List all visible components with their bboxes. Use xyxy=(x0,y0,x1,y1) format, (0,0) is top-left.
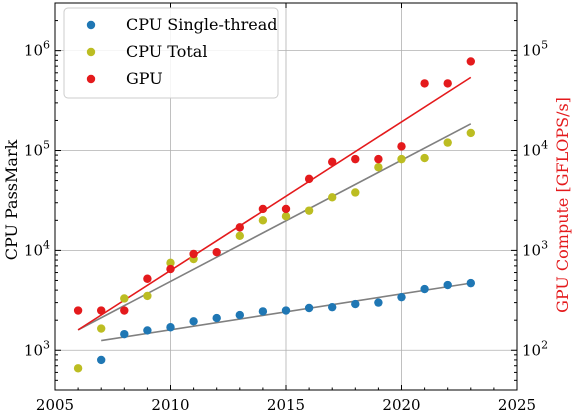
cpu-single-thread-point xyxy=(281,306,291,315)
legend-label-gpu: GPU xyxy=(126,69,163,88)
gpu-point xyxy=(351,154,360,164)
cpu-single-thread-point xyxy=(397,292,406,302)
legend-marker-cpu-single-thread xyxy=(86,20,96,30)
legend-box xyxy=(63,7,279,99)
y2-tick-label: 104 xyxy=(522,139,548,160)
cpu-total-point xyxy=(351,188,360,197)
cpu-single-thread-point xyxy=(120,329,129,339)
cpu-total-point xyxy=(328,193,337,202)
gpu-point xyxy=(235,223,244,232)
gpu-point xyxy=(212,247,221,257)
y-tick-label: 103 xyxy=(24,338,50,359)
cpu-single-thread-point xyxy=(443,280,452,290)
x-tick-label: 2020 xyxy=(382,396,420,414)
cpu-single-thread-point xyxy=(328,302,337,312)
y2-tick-label: 103 xyxy=(522,238,548,259)
y-axis-label: CPU PassMark xyxy=(2,139,21,260)
legend-label-cpu-total: CPU Total xyxy=(126,42,207,61)
gpu-point xyxy=(97,306,106,315)
y2-tick-label: 105 xyxy=(522,39,548,60)
gpu-point xyxy=(374,154,383,164)
gpu-point xyxy=(189,249,198,259)
x-tick-label: 2025 xyxy=(498,396,536,414)
cpu-total-point xyxy=(374,163,383,172)
gpu-point xyxy=(443,79,452,88)
cpu-total-point xyxy=(235,231,244,240)
y2-tick-label: 102 xyxy=(522,338,548,359)
cpu-total-point xyxy=(120,294,129,303)
cpu-total-point xyxy=(143,291,152,301)
cpu-single-thread-point xyxy=(420,284,429,294)
ticks: 2005 2010 2015 2020 2025 103 104 105 106 102 103 10… xyxy=(24,3,548,414)
cpu-total-point xyxy=(258,216,268,225)
cpu-total-point xyxy=(304,206,314,215)
gpu-point xyxy=(420,79,429,88)
cpu-single-thread-point xyxy=(258,307,268,316)
cpu-total-trend-line xyxy=(77,123,472,331)
y-tick-label: 105 xyxy=(24,139,50,160)
cpu-single-thread-point xyxy=(466,278,475,288)
y-tick-label: 104 xyxy=(24,238,50,259)
legend-marker-gpu xyxy=(86,74,96,84)
gpu-point xyxy=(143,274,152,283)
gpu-point xyxy=(328,157,337,167)
cpu-single-thread-point xyxy=(212,313,221,323)
cpu-total-point xyxy=(281,211,291,221)
cpu-single-thread-point xyxy=(143,326,152,335)
cpu-total-point xyxy=(443,138,452,147)
y2-axis-label: GPU Compute [GFLOPS/s] xyxy=(553,97,572,313)
gpu-point xyxy=(281,204,291,214)
cpu-single-thread-point xyxy=(351,299,360,309)
gpu-point xyxy=(166,264,175,274)
x-tick-label: 2015 xyxy=(267,396,305,414)
x-tick-label: 2010 xyxy=(151,396,189,414)
cpu-total-point xyxy=(166,258,175,268)
gpu-trend-line xyxy=(77,76,472,331)
y-tick-label: 106 xyxy=(24,39,50,60)
cpu-total-point xyxy=(73,364,83,373)
cpu-total-point xyxy=(420,153,429,163)
cpu-single-thread-point xyxy=(189,317,198,326)
cpu-single-thread-point xyxy=(235,310,244,320)
gpu-point xyxy=(73,306,83,315)
gpu-point xyxy=(304,174,314,184)
gpu-point xyxy=(466,57,475,66)
legend: CPU Single-thread CPU Total GPU xyxy=(63,7,279,99)
cpu-total-point xyxy=(466,128,475,138)
gpu-point xyxy=(258,204,268,214)
trend-lines xyxy=(77,76,472,342)
cpu-single-thread-point xyxy=(97,355,106,365)
legend-label-cpu-single-thread: CPU Single-thread xyxy=(126,15,278,34)
data-points xyxy=(73,57,475,373)
gpu-point xyxy=(120,306,129,315)
cpu-single-thread-point xyxy=(374,298,383,307)
cpu-total-point xyxy=(97,324,106,333)
gpu-point xyxy=(397,142,406,151)
cpu-total-point xyxy=(397,154,406,164)
x-tick-label: 2005 xyxy=(36,396,74,414)
cpu-single-thread-point xyxy=(304,303,314,313)
cpu-single-thread-point xyxy=(166,323,175,332)
legend-marker-cpu-total xyxy=(86,47,96,57)
